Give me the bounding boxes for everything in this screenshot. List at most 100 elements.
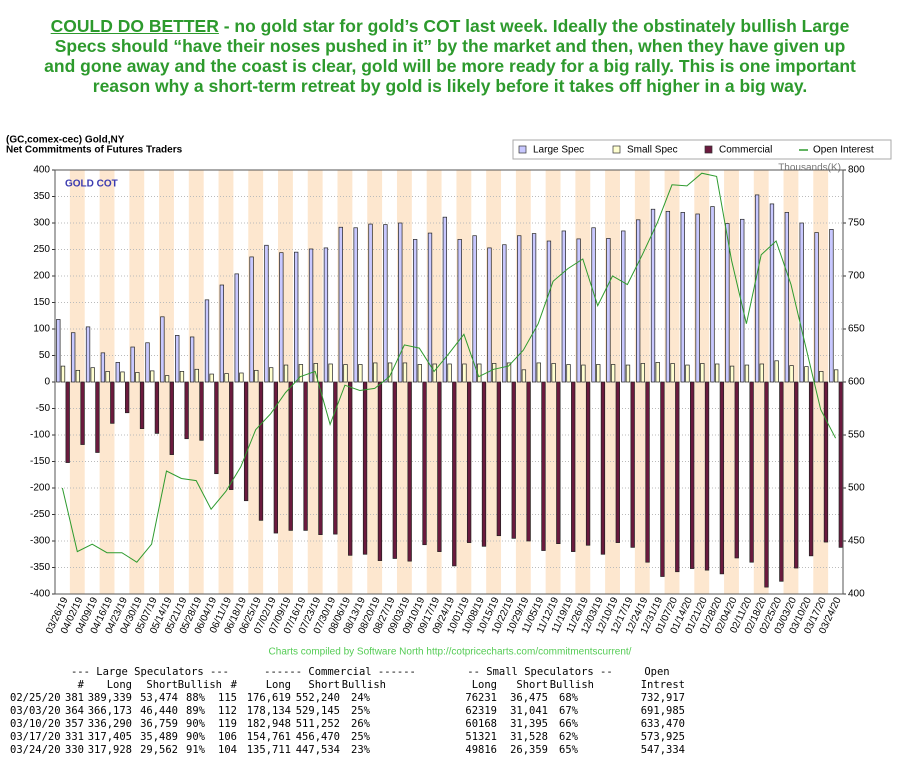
legend-box [512, 139, 892, 160]
bar [764, 381, 769, 588]
bar [452, 381, 457, 567]
y2-tick-label: 600 [848, 377, 865, 388]
bar [80, 381, 85, 445]
y-tick-label: -400 [30, 589, 50, 600]
bar [531, 233, 537, 383]
bar [585, 381, 591, 546]
bar [392, 381, 397, 559]
table-column-header: Short [308, 679, 340, 691]
bar [353, 227, 358, 383]
table-column-header: Short [146, 679, 178, 691]
bar [650, 208, 656, 383]
bar [640, 363, 645, 383]
bar [288, 381, 293, 531]
table-cell: 112 [218, 705, 237, 717]
bar [808, 381, 814, 557]
bar [139, 381, 145, 429]
table-cell: 03/03/20 [10, 705, 61, 717]
bar [368, 223, 373, 383]
bar [154, 381, 160, 434]
subtitle: Net Commitments of Futures Traders [6, 145, 183, 156]
table-cell: 76231 [465, 692, 497, 704]
bar [377, 381, 383, 561]
table-cell: 732,917 [641, 692, 685, 704]
bar [759, 363, 764, 383]
y2-tick-label: 400 [848, 589, 865, 600]
bar [95, 381, 100, 453]
bar [829, 229, 834, 383]
bar [338, 226, 343, 383]
table-cell: 23% [351, 744, 371, 756]
y2-tick-label: 750 [848, 218, 865, 229]
bar [432, 363, 437, 383]
table-cell: 330 [65, 744, 84, 756]
y2-axis-label: Thousands(K) [778, 163, 841, 174]
bar [511, 381, 516, 539]
table-cell: 24% [351, 692, 371, 704]
bar [308, 248, 314, 383]
bar [740, 218, 745, 383]
table-column-header: Intrest [641, 679, 685, 691]
bar [115, 362, 120, 383]
bar [243, 381, 249, 502]
bar [621, 230, 626, 383]
bar [204, 299, 210, 383]
table-cell: 26,359 [510, 744, 548, 756]
legend-swatch [518, 145, 527, 154]
table-cell: 46,440 [140, 705, 178, 717]
table-cell: 26% [351, 718, 371, 730]
bar [71, 332, 76, 383]
table-cell: 31,528 [510, 731, 548, 743]
table-cell: 529,145 [296, 705, 340, 717]
bar [249, 256, 254, 383]
bar [298, 364, 304, 383]
table-cell: 456,470 [296, 731, 340, 743]
table-cell: 178,134 [247, 705, 291, 717]
bar [794, 381, 799, 569]
y-tick-label: -200 [30, 483, 50, 494]
table-cell: 51321 [465, 731, 497, 743]
table-cell: 29,562 [140, 744, 178, 756]
legend-swatch [612, 145, 621, 154]
table-cell: 67% [559, 705, 579, 717]
table-cell: 106 [218, 731, 237, 743]
bar [318, 381, 323, 535]
bar [125, 381, 130, 414]
bar [660, 381, 665, 577]
bar [427, 232, 433, 383]
bar [303, 381, 308, 531]
y-tick-label: 300 [33, 218, 50, 229]
bar [606, 238, 611, 383]
subtitle: (GC,comex-cec) Gold,NY [6, 135, 125, 146]
table-cell: 53,474 [140, 692, 178, 704]
bar [581, 364, 586, 383]
table-cell: 135,711 [247, 744, 291, 756]
table-cell: 65% [559, 744, 579, 756]
bar [685, 364, 690, 383]
bar [769, 203, 775, 383]
table-cell: 331 [65, 731, 84, 743]
y-tick-label: -300 [30, 536, 50, 547]
bar [383, 224, 388, 383]
bar [189, 336, 195, 383]
bar [224, 373, 229, 383]
headline-text: - no gold star for gold’s COT last week.… [44, 16, 856, 96]
headline: COULD DO BETTER - no gold star for gold’… [40, 16, 860, 96]
plot-frame [54, 169, 844, 595]
bar [175, 335, 180, 383]
bar [695, 213, 700, 383]
table-cell: 89% [186, 705, 206, 717]
y-tick-label: 50 [39, 350, 51, 361]
table-group-header: --- Large Speculators --- [71, 666, 229, 678]
bar [264, 244, 269, 383]
table-cell: 336,290 [88, 718, 132, 730]
bar [105, 371, 110, 383]
table-group-header: ------ Commercial ------ [264, 666, 416, 678]
table-cell: 633,470 [641, 718, 685, 730]
bar [704, 381, 710, 571]
y-tick-label: -100 [30, 430, 50, 441]
legend-swatch [704, 145, 713, 154]
bar [199, 381, 204, 441]
table-cell: 62% [559, 731, 579, 743]
